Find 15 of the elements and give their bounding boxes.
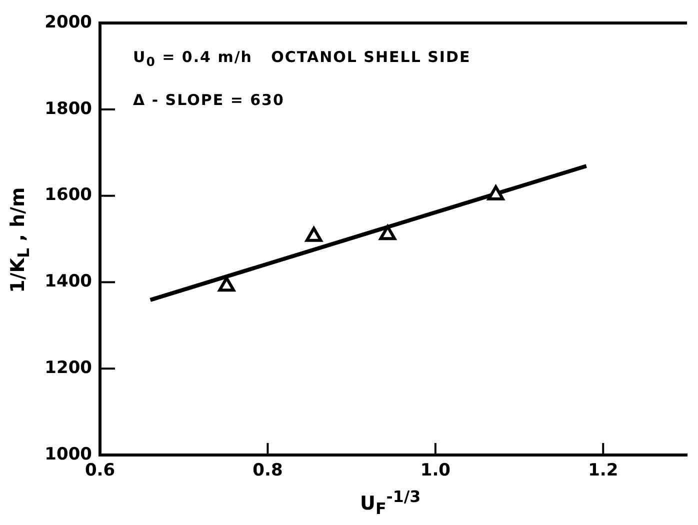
y-tick-label: 1800: [44, 98, 92, 119]
point: [379, 225, 396, 240]
x-tick-label: 0.8: [252, 460, 283, 481]
annotation: Δ - SLOPE = 630: [133, 91, 284, 109]
y-tick-label: 1600: [44, 185, 92, 206]
y-tick-label: 2000: [44, 12, 92, 32]
x-tick-label: 1.0: [420, 460, 451, 481]
point: [218, 276, 236, 292]
point: [487, 185, 504, 200]
annotation: U$_{0}$ = 0.4 m/h OCTANOL SHELL SIDE: [133, 48, 471, 69]
y-tick-label: 1200: [44, 358, 92, 378]
x-tick-label: 0.6: [84, 460, 116, 481]
x-tick-label: 1.2: [588, 460, 618, 481]
y-tick-label: 1400: [44, 272, 92, 292]
point: [305, 226, 322, 242]
